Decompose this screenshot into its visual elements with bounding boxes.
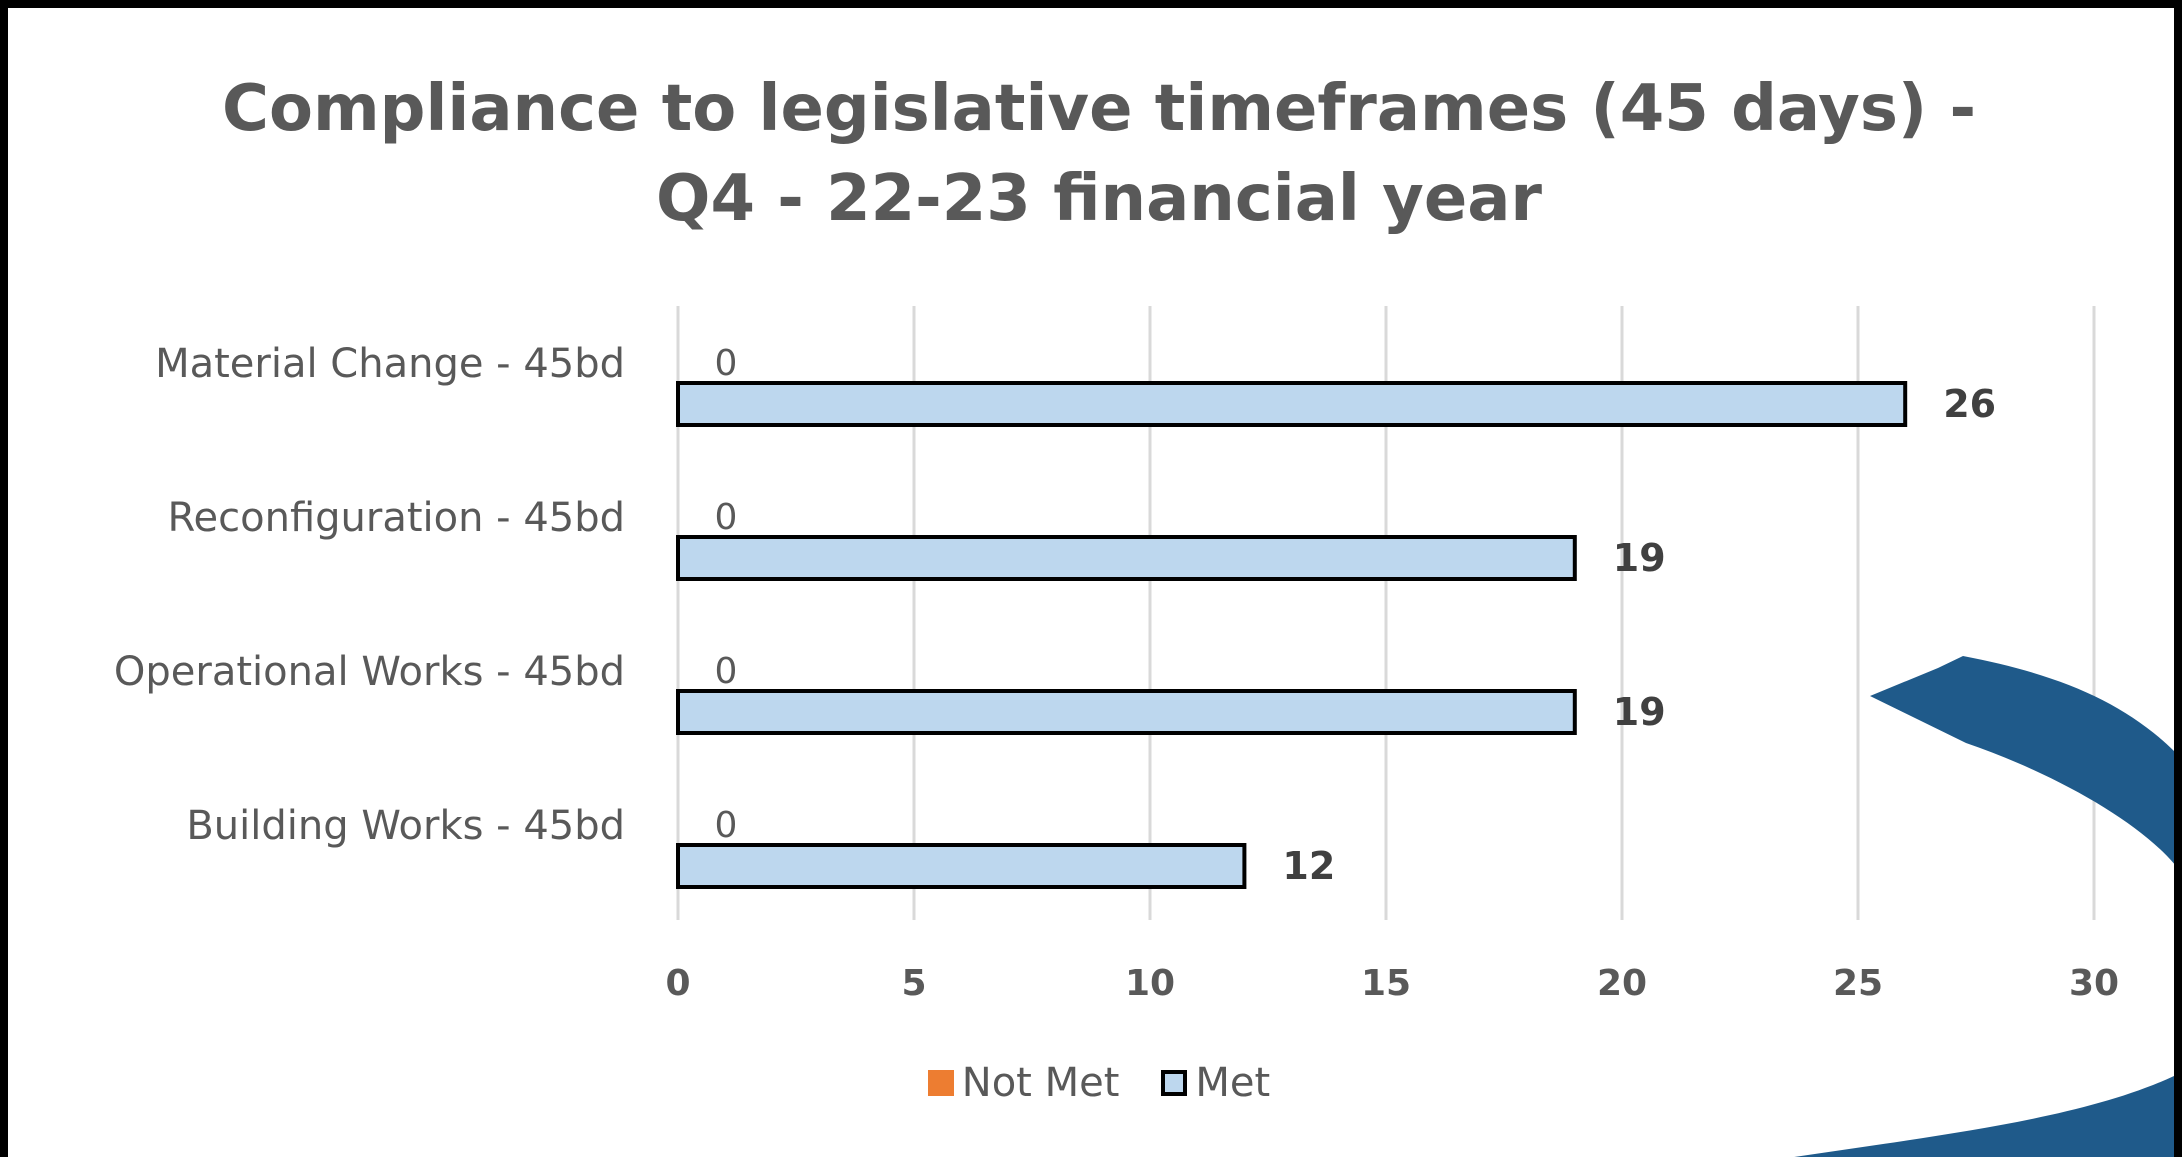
legend-label-met: Met	[1195, 1060, 1271, 1106]
x-tick-label-10: 10	[1125, 963, 1175, 1004]
legend-label-not-met: Not Met	[961, 1060, 1120, 1106]
legend-swatch-met	[1161, 1070, 1188, 1096]
category-label-building-works-45bd: Building Works - 45bd	[186, 803, 625, 849]
data-label-met-material-change-45bd: 26	[1943, 382, 1996, 426]
bar-met-reconfiguration-45bd	[676, 535, 1577, 581]
bar-met-operational-works-45bd	[676, 689, 1577, 735]
x-tick-label-15: 15	[1361, 963, 1411, 1004]
curved-arrow-upper	[1870, 656, 2174, 864]
data-label-met-operational-works-45bd: 19	[1613, 690, 1666, 734]
chart-title-line-2: Q4 - 22-23 financial year	[656, 162, 1542, 236]
chart-title-line-1: Compliance to legislative timeframes (45…	[222, 72, 1976, 146]
chart-legend: Not Met Met	[8, 1060, 2174, 1106]
data-label-met-reconfiguration-45bd: 19	[1613, 536, 1666, 580]
data-label-not-met-reconfiguration-45bd: 0	[715, 497, 738, 538]
legend-item-not-met: Not Met	[927, 1060, 1120, 1106]
bar-met-building-works-45bd	[676, 843, 1247, 889]
curved-arrow-lower	[1794, 1075, 2174, 1157]
x-tick-label-5: 5	[901, 963, 926, 1004]
x-tick-label-20: 20	[1597, 963, 1647, 1004]
chart-plot: 0 5 10 15 20 25 30 Material Change - 45bd 0 26 Rec…	[114, 306, 2174, 1157]
x-tick-label-0: 0	[665, 963, 690, 1004]
data-label-not-met-operational-works-45bd: 0	[715, 651, 738, 692]
bar-met-material-change-45bd	[676, 381, 1908, 427]
data-label-not-met-material-change-45bd: 0	[715, 343, 738, 384]
data-label-not-met-building-works-45bd: 0	[715, 805, 738, 846]
legend-item-met: Met	[1161, 1060, 1270, 1106]
x-tick-label-30: 30	[2069, 963, 2119, 1004]
x-tick-label-25: 25	[1833, 963, 1883, 1004]
data-label-met-building-works-45bd: 12	[1282, 844, 1335, 888]
category-label-reconfiguration-45bd: Reconfiguration - 45bd	[168, 495, 625, 541]
category-label-material-change-45bd: Material Change - 45bd	[155, 341, 625, 387]
chart-title: Compliance to legislative timeframes (45…	[8, 64, 2174, 244]
category-label-operational-works-45bd: Operational Works - 45bd	[114, 649, 625, 695]
legend-swatch-not-met	[927, 1070, 954, 1096]
